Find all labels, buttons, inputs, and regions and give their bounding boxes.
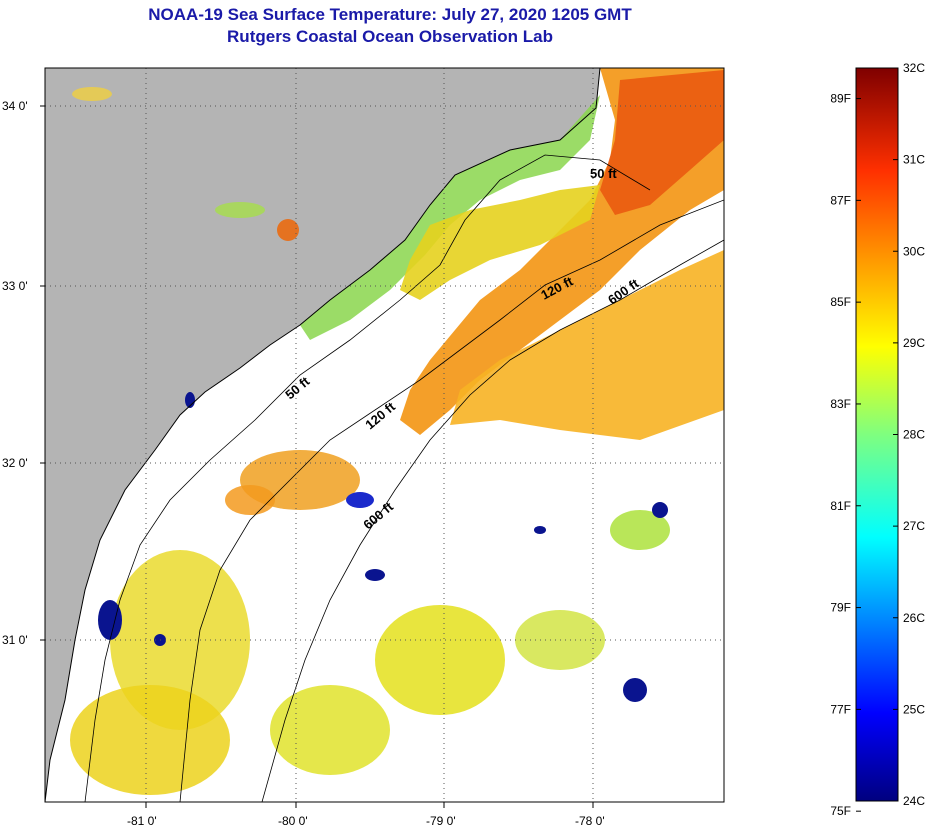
coastline [45,68,601,802]
map-frame [44,67,725,803]
colorbar-label-c: 29C [903,336,925,350]
sst-patch-yellow-4 [270,685,390,775]
lon-label-79: -79 0' [426,814,456,828]
sst-cold-patch-5 [98,600,122,640]
sst-patch-green-2 [610,510,670,550]
sst-cold-patch-3 [623,678,647,702]
lon-label-81: -81 0' [127,814,157,828]
colorbar-fahrenheit-labels: 89F 87F 85F 83F 81F 79F 77F 75F [830,92,851,819]
map-subtitle: Rutgers Coastal Ocean Observation Lab [227,27,553,46]
lat-label-33: 33 0' [2,279,28,293]
colorbar: 89F 87F 85F 83F 81F 79F 77F 75F 32C 31C 30C 29C 28C… [830,61,925,818]
colorbar-label-f: 75F [830,804,851,818]
axis-ticks [40,105,594,808]
lon-label-78: -78 0' [575,814,605,828]
colorbar-label-f: 89F [830,92,851,106]
land-area [45,68,600,802]
lon-label-80: -80 0' [278,814,308,828]
map-title: NOAA-19 Sea Surface Temperature: July 27… [148,5,632,24]
inland-patch-yellow [72,87,112,101]
colorbar-label-c: 32C [903,61,925,75]
colorbar-ticks [856,67,898,812]
island-patch-green [215,202,265,218]
colorbar-label-f: 81F [830,499,851,513]
colorbar-label-c: 31C [903,153,925,167]
isobath-label-50ft-north: 50 ft [590,166,617,181]
colorbar-label-f: 83F [830,397,851,411]
lat-label-34: 34 0' [2,99,28,113]
sst-warm-band [450,250,724,440]
sst-cold-patch-2 [365,569,385,581]
sst-nearshore-yellow [400,185,600,300]
sst-cold-patch-7 [534,526,546,534]
colorbar-label-c: 28C [903,428,925,442]
isobath-600ft-line [261,239,724,802]
lat-label-31: 31 0' [2,633,28,647]
sst-patch-orange-2 [225,485,275,515]
sst-cold-patch-1 [346,492,374,508]
sst-patch-yellow-3 [70,685,230,795]
sst-cold-patch-4 [652,502,668,518]
lat-label-32: 32 0' [2,456,28,470]
colorbar-label-f: 77F [830,702,851,716]
isobath-120ft-line [179,199,724,802]
graticule [45,68,724,802]
sst-patch-yellow-1 [375,605,505,715]
colorbar-label-f: 85F [830,295,851,309]
colorbar-label-c: 30C [903,244,925,258]
colorbar-label-c: 25C [903,702,925,716]
island-patch-orange [277,219,299,241]
colorbar-label-c: 27C [903,519,925,533]
colorbar-celsius-labels: 32C 31C 30C 29C 28C 27C 26C 25C 24C [903,61,925,808]
map-panel [45,68,724,802]
colorbar-label-f: 79F [830,601,851,615]
isobath-50ft-line [84,154,651,802]
colorbar-label-c: 24C [903,794,925,808]
colorbar-ramp [855,67,899,802]
colorbar-label-f: 87F [830,193,851,207]
colorbar-label-c: 26C [903,611,925,625]
